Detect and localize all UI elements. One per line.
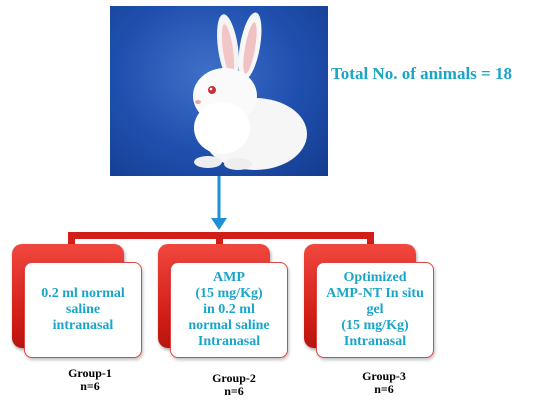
group-3-box: Optimized AMP-NT In situ gel (15 mg/Kg) … <box>304 244 434 358</box>
bracket-right-leg <box>367 232 374 252</box>
group-3-treatment: Optimized AMP-NT In situ gel (15 mg/Kg) … <box>326 270 424 349</box>
rabbit-photo <box>110 6 328 176</box>
down-arrow-head <box>211 218 227 230</box>
group-1-box: 0.2 ml normal saline intranasal <box>12 244 142 358</box>
group-1-box-front: 0.2 ml normal saline intranasal <box>24 262 142 358</box>
group-2-box-front: AMP (15 mg/Kg) in 0.2 ml normal saline I… <box>170 262 288 358</box>
group-3-caption: Group-3 n=6 <box>362 369 406 396</box>
group-1-caption: Group-1 n=6 <box>68 366 112 393</box>
group-3-box-front: Optimized AMP-NT In situ gel (15 mg/Kg) … <box>316 262 434 358</box>
bracket-middle-leg <box>216 232 223 252</box>
rabbit-illustration <box>193 12 307 170</box>
group-1-treatment: 0.2 ml normal saline intranasal <box>41 286 125 333</box>
group-2-caption: Group-2 n=6 <box>212 371 256 398</box>
group-2-treatment: AMP (15 mg/Kg) in 0.2 ml normal saline I… <box>188 270 270 349</box>
bracket-left-leg <box>68 232 75 252</box>
group-2-box: AMP (15 mg/Kg) in 0.2 ml normal saline I… <box>158 244 288 358</box>
total-animals-label: Total No. of animals = 18 <box>331 64 512 83</box>
